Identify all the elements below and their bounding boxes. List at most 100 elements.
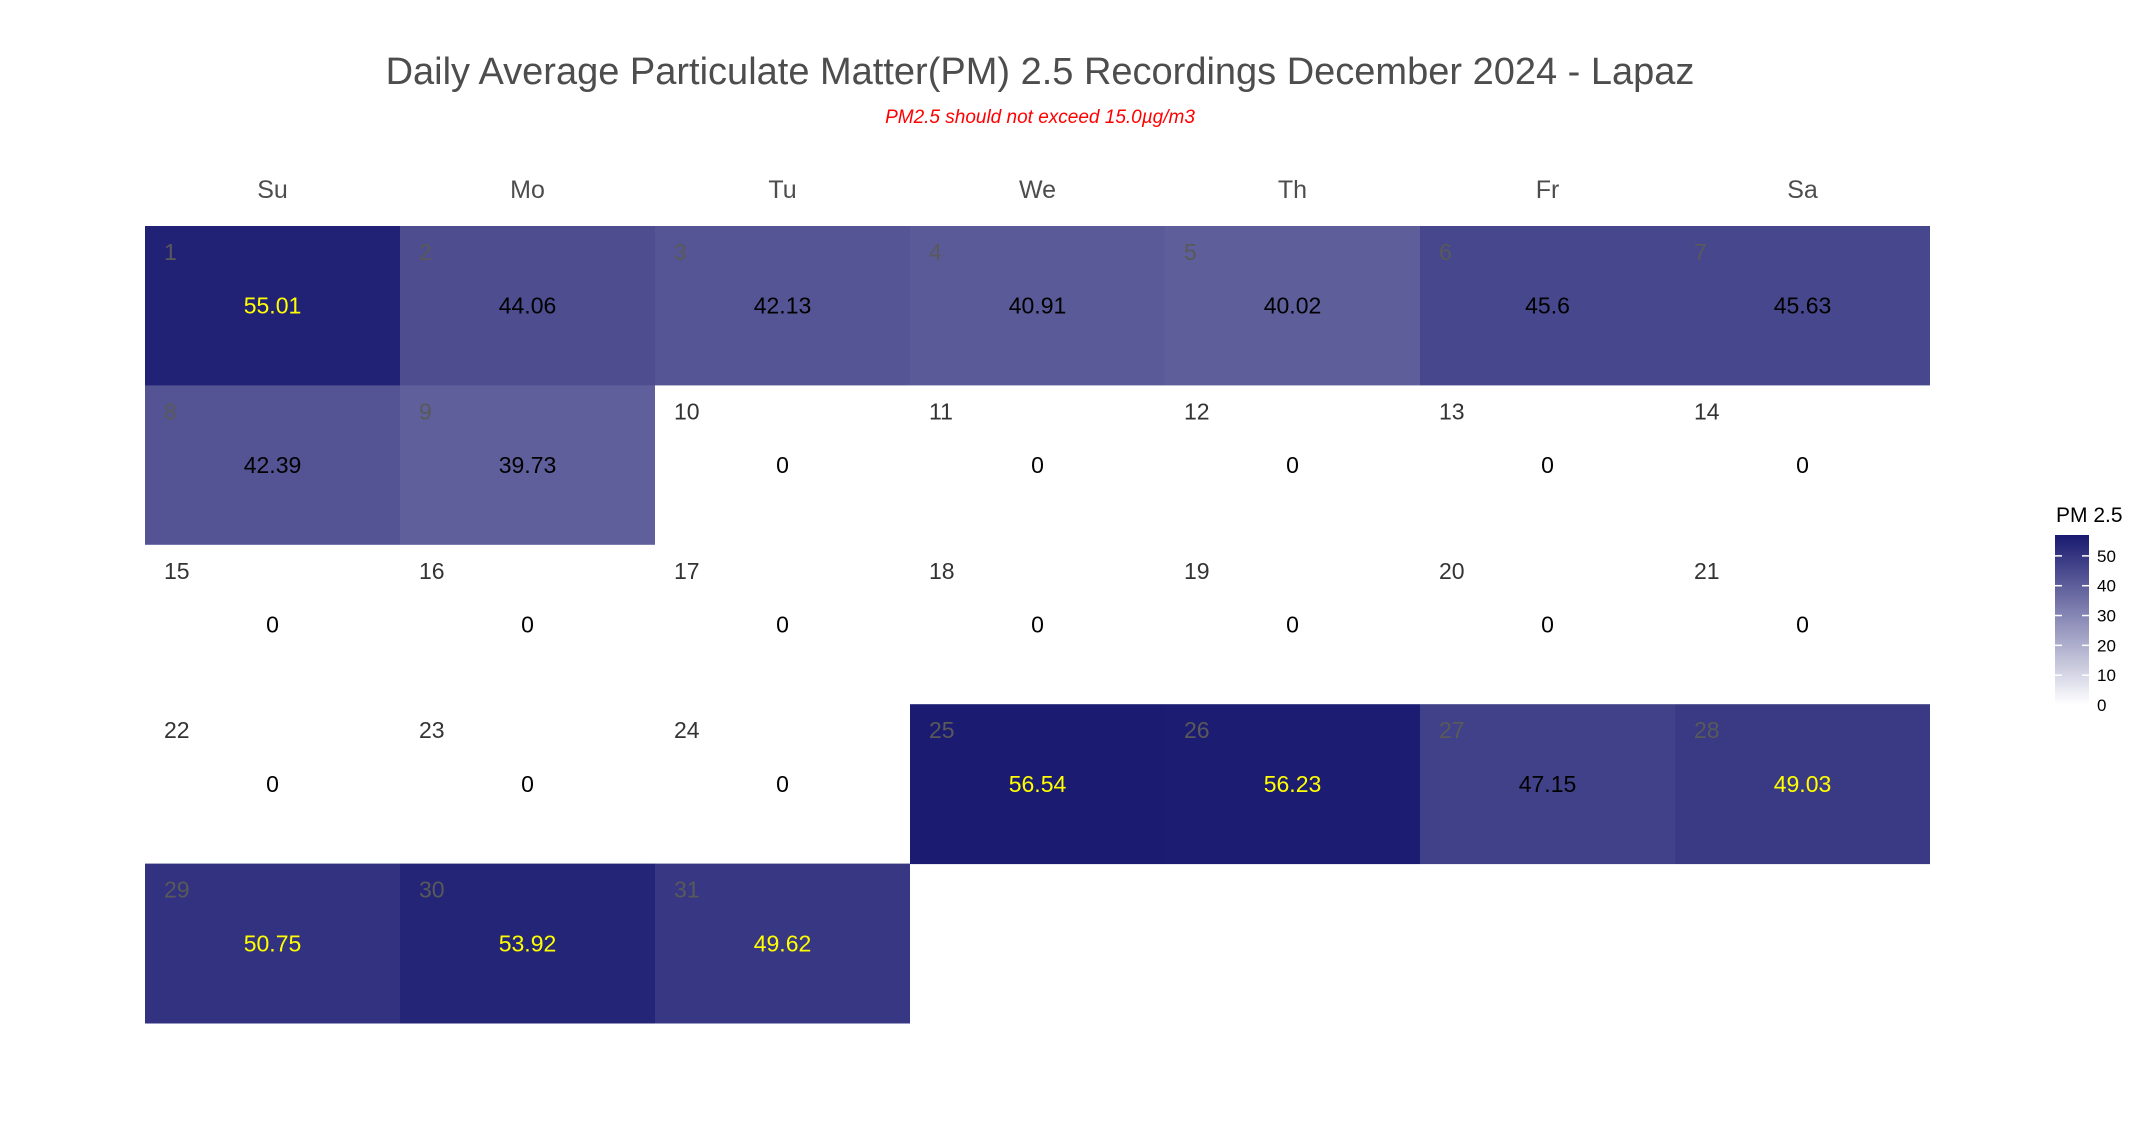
day-cell-tile xyxy=(1420,544,1675,705)
day-number: 23 xyxy=(419,717,445,743)
value-label: 45.63 xyxy=(1774,293,1832,319)
value-label: 0 xyxy=(776,771,789,797)
day-cell: 155.01 xyxy=(145,226,400,386)
day-cell-tile xyxy=(1675,704,1930,865)
value-label: 45.6 xyxy=(1525,293,1570,319)
day-cell-tile xyxy=(400,704,655,865)
day-cell: 17 0 xyxy=(655,544,910,705)
value-label: 47.15 xyxy=(1519,771,1577,797)
value-label: 42.13 xyxy=(754,293,812,319)
day-cell: 29 50.75 xyxy=(145,863,400,1024)
day-cell: 10 0 xyxy=(655,385,910,546)
day-number: 16 xyxy=(419,558,445,584)
value-label: 49.62 xyxy=(754,930,812,956)
value-label: 0 xyxy=(1031,612,1044,638)
day-cell: 244.06 xyxy=(400,226,655,386)
day-number: 10 xyxy=(674,398,700,424)
day-number: 11 xyxy=(929,398,953,424)
day-cell: 12 0 xyxy=(1165,385,1420,546)
calendar-grid: 155.01244.06342.13440.91540.02645.6745.6… xyxy=(145,226,1930,1024)
legend-color-bar xyxy=(2055,535,2089,705)
day-number: 21 xyxy=(1694,558,1720,584)
day-cell-tile xyxy=(1675,226,1930,386)
value-label: 0 xyxy=(1286,612,1299,638)
day-cell: 16 0 xyxy=(400,544,655,705)
day-cell: 939.73 xyxy=(400,385,655,546)
legend-title: PM 2.5 xyxy=(2056,504,2123,527)
day-number: 31 xyxy=(674,877,700,903)
day-number: 26 xyxy=(1184,717,1210,743)
value-label: 0 xyxy=(266,771,279,797)
day-cell: 23 0 xyxy=(400,704,655,865)
legend-ticks: 0 10 20 30 40 50 xyxy=(2055,547,2116,715)
day-cell-tile xyxy=(910,226,1165,386)
day-number: 24 xyxy=(674,717,700,743)
day-number: 8 xyxy=(164,398,177,424)
day-number: 6 xyxy=(1439,239,1452,265)
day-number: 7 xyxy=(1694,239,1707,265)
day-number: 28 xyxy=(1694,717,1720,743)
day-number: 13 xyxy=(1439,398,1465,424)
value-label: 0 xyxy=(1796,612,1809,638)
chart-title: Daily Average Particulate Matter(PM) 2.5… xyxy=(386,51,1695,93)
value-label: 0 xyxy=(1796,452,1809,478)
day-cell: 745.63 xyxy=(1675,226,1930,386)
day-cell-tile xyxy=(910,544,1165,705)
weekday-label-we: We xyxy=(1019,176,1056,204)
weekday-label-th: Th xyxy=(1278,176,1307,204)
value-label: 49.03 xyxy=(1774,771,1832,797)
day-number: 15 xyxy=(164,558,190,584)
day-cell-tile xyxy=(1675,385,1930,546)
day-cell-tile xyxy=(145,385,400,546)
day-cell: 31 49.62 xyxy=(655,863,910,1024)
weekday-label-su: Su xyxy=(257,176,288,204)
day-cell: 18 0 xyxy=(910,544,1165,705)
weekday-header: Su Mo Tu We Th Fr Sa xyxy=(257,176,1818,204)
day-cell: 27 47.15 xyxy=(1420,704,1675,865)
value-label: 56.23 xyxy=(1264,771,1322,797)
day-cell: 28 49.03 xyxy=(1675,704,1930,865)
value-label: 0 xyxy=(266,612,279,638)
day-cell-tile xyxy=(400,226,655,386)
day-cell-tile xyxy=(1165,226,1420,386)
legend-tick-label: 40 xyxy=(2097,577,2116,596)
legend-tick-label: 50 xyxy=(2097,547,2116,566)
color-legend: PM 2.5 0 10 20 30 40 50 xyxy=(2055,504,2123,715)
weekday-label-fr: Fr xyxy=(1536,176,1560,204)
day-number: 2 xyxy=(419,239,432,265)
day-cell: 20 0 xyxy=(1420,544,1675,705)
day-number: 5 xyxy=(1184,239,1197,265)
value-label: 53.92 xyxy=(499,930,557,956)
day-cell-tile xyxy=(1165,704,1420,865)
weekday-label-tu: Tu xyxy=(768,176,796,204)
day-number: 20 xyxy=(1439,558,1465,584)
value-label: 56.54 xyxy=(1009,771,1067,797)
value-label: 55.01 xyxy=(244,293,302,319)
day-cell-tile xyxy=(910,385,1165,546)
day-cell-tile xyxy=(655,385,910,546)
day-cell-tile xyxy=(145,226,400,386)
day-number: 18 xyxy=(929,558,955,584)
day-number: 30 xyxy=(419,877,445,903)
day-number: 12 xyxy=(1184,398,1210,424)
legend-tick-label: 30 xyxy=(2097,607,2116,626)
day-number: 17 xyxy=(674,558,700,584)
legend-tick-label: 20 xyxy=(2097,636,2116,655)
day-cell-tile xyxy=(145,544,400,705)
day-cell-tile xyxy=(910,704,1165,865)
day-cell: 342.13 xyxy=(655,226,910,386)
day-cell-tile xyxy=(1165,385,1420,546)
day-cell: 15 0 xyxy=(145,544,400,705)
day-cell: 19 0 xyxy=(1165,544,1420,705)
value-label: 39.73 xyxy=(499,452,557,478)
day-cell: 842.39 xyxy=(145,385,400,546)
legend-tick-label: 0 xyxy=(2097,696,2106,715)
value-label: 42.39 xyxy=(244,452,302,478)
day-cell-tile xyxy=(1420,385,1675,546)
day-number: 27 xyxy=(1439,717,1465,743)
day-cell: 14 0 xyxy=(1675,385,1930,546)
value-label: 0 xyxy=(776,452,789,478)
day-cell-tile xyxy=(1420,226,1675,386)
value-label: 40.91 xyxy=(1009,293,1067,319)
